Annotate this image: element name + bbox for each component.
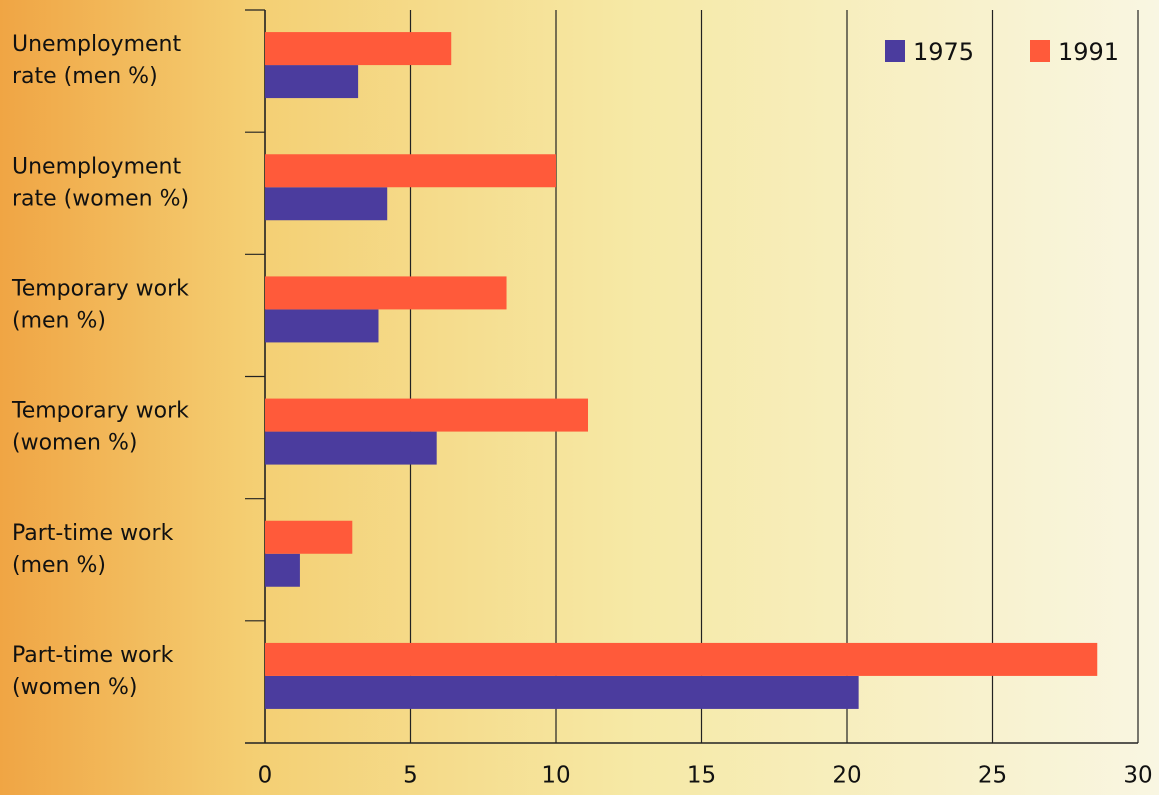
legend-swatch: [1030, 40, 1050, 62]
bar: [265, 431, 437, 465]
bar: [265, 309, 379, 343]
y-tick-label: Temporary work: [11, 276, 189, 301]
y-tick-label: Temporary work: [11, 399, 189, 424]
y-tick-label: rate (men %): [12, 64, 158, 89]
y-tick-label: Unemployment: [12, 154, 181, 179]
bar: [265, 520, 353, 554]
y-tick-label: rate (women %): [12, 186, 189, 211]
legend-label: 1975: [913, 38, 974, 66]
x-tick-label: 5: [403, 763, 418, 789]
y-tick-label: Part-time work: [12, 643, 174, 668]
bar: [265, 154, 556, 188]
bar: [265, 32, 452, 66]
bar: [265, 675, 859, 709]
y-tick-label: (men %): [12, 308, 106, 333]
bar: [265, 398, 589, 432]
y-tick-label: Unemployment: [12, 32, 181, 57]
y-tick-label: (women %): [12, 431, 137, 456]
legend-label: 1991: [1058, 38, 1119, 66]
bar: [265, 65, 359, 99]
y-tick-label: (women %): [12, 675, 137, 700]
x-tick-label: 15: [687, 763, 716, 789]
bar: [265, 642, 1098, 676]
x-tick-label: 25: [978, 763, 1007, 789]
x-tick-label: 20: [832, 763, 861, 789]
x-tick-label: 0: [258, 763, 273, 789]
legend-swatch: [885, 40, 905, 62]
y-tick-label: (men %): [12, 553, 106, 578]
bar: [265, 276, 507, 310]
y-tick-label: Part-time work: [12, 521, 174, 546]
bar: [265, 553, 300, 587]
x-tick-label: 10: [541, 763, 570, 789]
bar: [265, 187, 388, 221]
x-tick-label: 30: [1123, 763, 1152, 789]
